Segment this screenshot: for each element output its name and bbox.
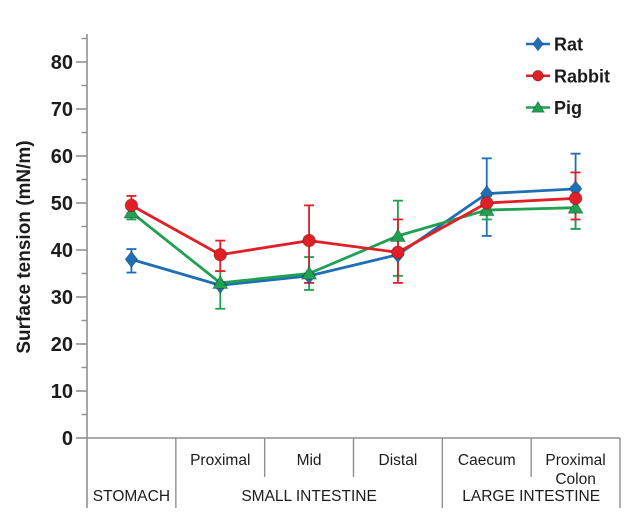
y-axis-title: Surface tension (mN/m) <box>14 140 35 353</box>
x-sub-label: Mid <box>297 452 322 469</box>
y-tick-label: 60 <box>51 146 73 168</box>
legend-rabbit-marker <box>532 69 544 82</box>
y-tick-label: 0 <box>62 428 73 450</box>
series-rabbit-marker <box>391 245 405 260</box>
series-pig-marker <box>300 265 318 280</box>
x-group-label: LARGE INTESTINE <box>462 488 600 505</box>
series-rabbit-marker <box>479 196 494 210</box>
series-rat-marker <box>124 250 139 269</box>
series-rabbit-marker <box>124 198 139 213</box>
x-sub-label: Distal <box>379 452 418 469</box>
y-tick-label: 30 <box>51 287 73 309</box>
series-rabbit-line <box>130 196 576 257</box>
series-rabbit-marker <box>213 247 228 262</box>
x-sub-label: Proximal <box>545 452 605 469</box>
x-sub-label: Proximal <box>190 452 250 469</box>
series-rabbit-marker <box>302 233 316 248</box>
series-pig-marker <box>567 199 584 214</box>
y-tick-label: 80 <box>51 52 73 74</box>
x-sub-label: Caecum <box>458 452 516 469</box>
y-tick-label: 20 <box>51 334 73 356</box>
series-pig-line <box>130 206 576 285</box>
legend-rat-marker <box>532 36 544 52</box>
x-sub-label: Colon <box>555 471 596 488</box>
legend-rat-label: Rat <box>554 35 583 55</box>
x-group-label: STOMACH <box>93 488 170 505</box>
legend-pig-label: Pig <box>554 98 582 118</box>
legend-pig-marker <box>530 100 546 113</box>
x-group-label: SMALL INTESTINE <box>241 488 377 505</box>
y-tick-label: 10 <box>51 381 73 403</box>
y-tick-label: 70 <box>51 99 73 121</box>
y-tick-label: 40 <box>51 240 73 262</box>
series-rabbit-marker <box>568 191 583 206</box>
legend-rabbit-label: Rabbit <box>554 66 610 86</box>
series-rat-line <box>131 187 576 287</box>
y-tick-label: 50 <box>51 193 73 215</box>
series-pig-marker <box>211 274 229 289</box>
series-pig-marker <box>389 227 407 242</box>
